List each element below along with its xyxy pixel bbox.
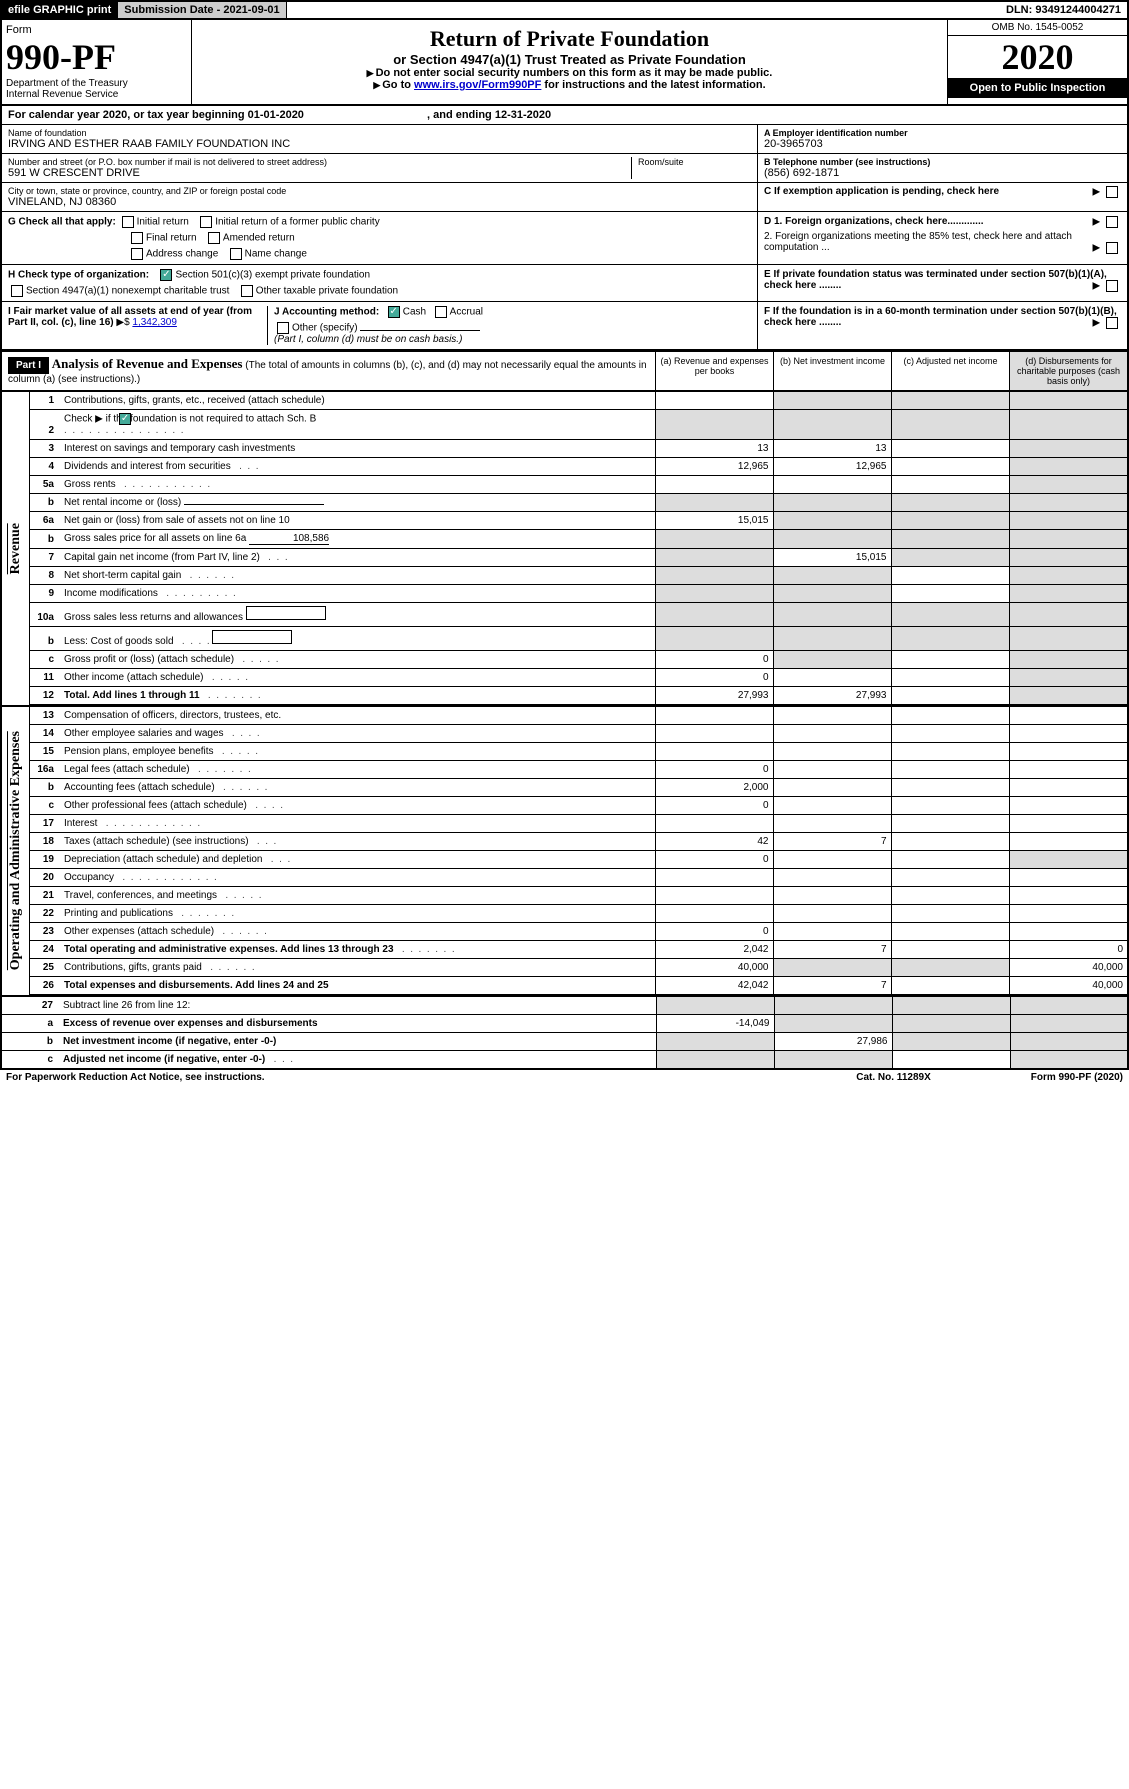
section-g-h-row: G Check all that apply: Initial return I… — [0, 212, 1129, 265]
e-checkbox[interactable] — [1106, 280, 1118, 292]
col-d-header: (d) Disbursements for charitable purpose… — [1009, 352, 1127, 390]
i-block: I Fair market value of all assets at end… — [8, 306, 268, 345]
initial-former-checkbox[interactable] — [200, 216, 212, 228]
form-title-block: Return of Private Foundation or Section … — [192, 20, 947, 104]
f-checkbox[interactable] — [1106, 317, 1118, 329]
exemption-pending-cell: C If exemption application is pending, c… — [758, 183, 1127, 200]
form-title: Return of Private Foundation — [198, 26, 941, 52]
expenses-side-label: Operating and Administrative Expenses — [2, 707, 30, 995]
h-row-2: Section 4947(a)(1) nonexempt charitable … — [8, 285, 751, 297]
cash-checkbox[interactable] — [388, 306, 400, 318]
fmv-value[interactable]: 1,342,309 — [132, 317, 177, 328]
initial-return-checkbox[interactable] — [122, 216, 134, 228]
g-check-row-3: Address change Name change — [8, 248, 751, 260]
treasury-dept: Department of the Treasury Internal Reve… — [6, 78, 187, 100]
col-c-header: (c) Adjusted net income — [891, 352, 1009, 390]
efile-label: efile GRAPHIC print — [2, 2, 118, 18]
name-change-checkbox[interactable] — [230, 248, 242, 260]
col-b-header: (b) Net investment income — [773, 352, 891, 390]
e-row: E If private foundation status was termi… — [757, 265, 1127, 301]
instruction-2: Go to www.irs.gov/Form990PF for instruct… — [198, 79, 941, 91]
g-check-row-2: Final return Amended return — [8, 232, 751, 244]
form-number: 990-PF — [6, 36, 187, 78]
j-block: J Accounting method: Cash Accrual Other … — [268, 306, 751, 345]
form-header: Form 990-PF Department of the Treasury I… — [0, 20, 1129, 106]
ein-cell: A Employer identification number 20-3965… — [758, 125, 1127, 154]
d2-checkbox[interactable] — [1106, 242, 1118, 254]
tax-year: 2020 — [948, 36, 1127, 78]
expenses-table: 13Compensation of officers, directors, t… — [30, 707, 1127, 995]
top-bar: efile GRAPHIC print Submission Date - 20… — [0, 0, 1129, 20]
paperwork-notice: For Paperwork Reduction Act Notice, see … — [6, 1072, 265, 1083]
expenses-section: Operating and Administrative Expenses 13… — [0, 707, 1129, 997]
telephone-cell: B Telephone number (see instructions) (8… — [758, 154, 1127, 183]
section-h-row: H Check type of organization: Section 50… — [0, 265, 1129, 302]
page-footer: For Paperwork Reduction Act Notice, see … — [0, 1070, 1129, 1085]
other-taxable-checkbox[interactable] — [241, 285, 253, 297]
other-method-checkbox[interactable] — [277, 322, 289, 334]
revenue-table: 1Contributions, gifts, grants, etc., rec… — [30, 392, 1127, 705]
accrual-checkbox[interactable] — [435, 306, 447, 318]
omb-number: OMB No. 1545-0052 — [948, 20, 1127, 36]
entity-info: Name of foundation IRVING AND ESTHER RAA… — [0, 125, 1129, 212]
section-i-j-row: I Fair market value of all assets at end… — [0, 302, 1129, 351]
part1-title: Part I Analysis of Revenue and Expenses … — [2, 352, 655, 390]
revenue-section: Revenue 1Contributions, gifts, grants, e… — [0, 392, 1129, 707]
irs-link[interactable]: www.irs.gov/Form990PF — [414, 79, 541, 91]
instruction-1: Do not enter social security numbers on … — [198, 67, 941, 79]
dln: DLN: 93491244004271 — [1000, 2, 1127, 18]
submission-date: Submission Date - 2021-09-01 — [118, 2, 286, 18]
g-check-row: G Check all that apply: Initial return I… — [8, 216, 751, 228]
c-checkbox[interactable] — [1106, 186, 1118, 198]
city-cell: City or town, state or province, country… — [2, 183, 757, 211]
line27-table: 27Subtract line 26 from line 12: aExcess… — [0, 997, 1129, 1070]
4947a1-checkbox[interactable] — [11, 285, 23, 297]
catalog-number: Cat. No. 11289X — [856, 1072, 930, 1083]
sch-b-checkbox[interactable] — [119, 413, 131, 425]
h-row: H Check type of organization: Section 50… — [8, 269, 751, 281]
col-a-header: (a) Revenue and expenses per books — [655, 352, 773, 390]
address-row: Number and street (or P.O. box number if… — [2, 154, 757, 183]
final-return-checkbox[interactable] — [131, 232, 143, 244]
form-id-block: Form 990-PF Department of the Treasury I… — [2, 20, 192, 104]
form-footer: Form 990-PF (2020) — [1031, 1072, 1123, 1083]
address-change-checkbox[interactable] — [131, 248, 143, 260]
foundation-name-cell: Name of foundation IRVING AND ESTHER RAA… — [2, 125, 757, 154]
form-subtitle: or Section 4947(a)(1) Trust Treated as P… — [198, 52, 941, 67]
d1-row: D 1. Foreign organizations, check here..… — [764, 216, 1121, 227]
501c3-checkbox[interactable] — [160, 269, 172, 281]
year-block: OMB No. 1545-0052 2020 Open to Public In… — [947, 20, 1127, 104]
d2-row: 2. Foreign organizations meeting the 85%… — [764, 231, 1121, 253]
form-label: Form — [6, 24, 187, 36]
part1-header-row: Part I Analysis of Revenue and Expenses … — [0, 351, 1129, 392]
f-row: F If the foundation is in a 60-month ter… — [757, 302, 1127, 349]
revenue-side-label: Revenue — [2, 392, 30, 705]
calendar-year-row: For calendar year 2020, or tax year begi… — [0, 106, 1129, 125]
d1-checkbox[interactable] — [1106, 216, 1118, 228]
amended-return-checkbox[interactable] — [208, 232, 220, 244]
public-inspection: Open to Public Inspection — [948, 78, 1127, 98]
